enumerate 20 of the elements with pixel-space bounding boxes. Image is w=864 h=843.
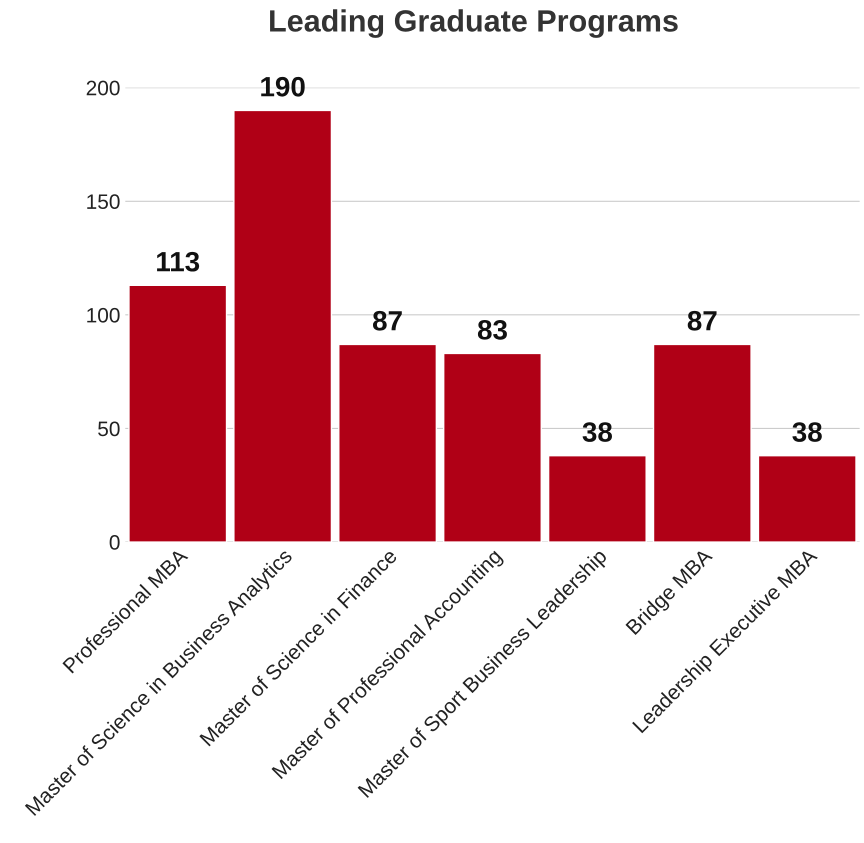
y-tick-label: 200 [86, 80, 120, 96]
y-tick-label: 50 [98, 421, 120, 436]
y-tick-label: 100 [87, 308, 120, 323]
data-label: 83 [478, 320, 507, 340]
bar [758, 455, 857, 542]
bar [128, 284, 228, 542]
data-label: 113 [157, 252, 200, 272]
bar [233, 110, 332, 542]
data-label: 38 [582, 422, 612, 442]
data-label: 190 [261, 76, 305, 97]
data-label: 38 [792, 422, 822, 442]
data-label: 87 [688, 310, 717, 331]
bar [652, 344, 752, 542]
y-tick-label: 150 [87, 194, 120, 210]
bar [338, 344, 438, 542]
bar [443, 352, 542, 542]
y-tick-label: 0 [110, 535, 120, 550]
chart-title: Leading Graduate Programs [270, 9, 678, 38]
data-label: 87 [373, 310, 402, 331]
bar [548, 455, 647, 542]
